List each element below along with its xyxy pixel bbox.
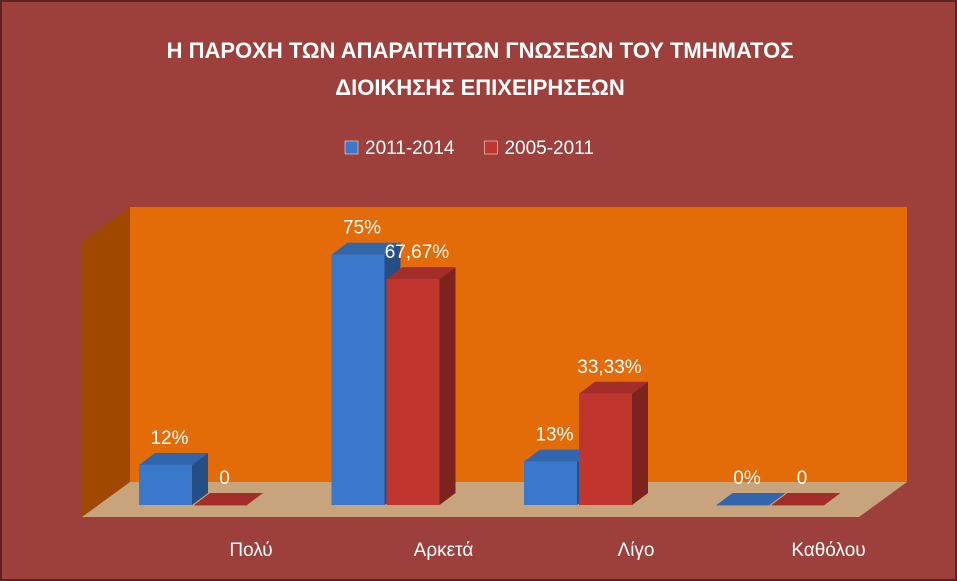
bar-top xyxy=(139,452,208,465)
bar-top-shade xyxy=(139,452,208,465)
value-label: 0 xyxy=(797,468,808,489)
bar-side-shade xyxy=(439,267,456,505)
bar-top-shade xyxy=(579,381,648,394)
value-label: 13% xyxy=(535,425,573,446)
x-tick-label: Πολύ xyxy=(229,540,272,561)
bar xyxy=(579,393,632,505)
x-tick-label: Αρκετά xyxy=(414,540,474,561)
bar xyxy=(524,461,577,505)
bar-side-shade xyxy=(192,452,208,505)
legend-label: 2005-2011 xyxy=(504,138,593,159)
bar-top xyxy=(194,493,263,505)
bar xyxy=(386,279,440,505)
bar-side xyxy=(632,381,648,505)
bar-top xyxy=(716,493,786,505)
bar-top-shade xyxy=(386,267,456,280)
bar-top-shade xyxy=(194,493,263,505)
bar-top xyxy=(331,242,401,255)
bar-top xyxy=(771,493,841,505)
bar-side xyxy=(192,452,208,505)
x-tick-label: Καθόλου xyxy=(791,540,865,561)
bar xyxy=(139,464,192,505)
value-label: 67,67% xyxy=(385,242,450,263)
value-label: 33,33% xyxy=(577,357,642,378)
bar xyxy=(771,505,825,506)
chart-title: Η ΠΑΡΟΧΗ ΤΩΝ ΑΠΑΡΑΙΤΗΤΩΝ ΓΝΩΣΕΩΝ ΤΟΥ ΤΜΗ… xyxy=(166,38,794,100)
floor xyxy=(82,482,907,517)
value-label: 0 xyxy=(219,468,230,489)
bar-top xyxy=(386,267,456,280)
bar-top-shade xyxy=(331,242,401,255)
legend-swatch xyxy=(484,140,498,155)
bar xyxy=(331,254,385,505)
bar-top xyxy=(524,449,593,462)
bar xyxy=(716,505,770,506)
bar-top-shade xyxy=(524,449,593,462)
bar-top-shade xyxy=(771,493,841,505)
side-wall xyxy=(82,207,130,517)
value-label: 75% xyxy=(343,218,381,239)
legend-swatch xyxy=(344,140,359,155)
value-label: 0% xyxy=(733,468,761,489)
bar-side-shade xyxy=(632,381,648,505)
bar-top xyxy=(579,381,648,394)
bar xyxy=(194,505,247,506)
back-wall xyxy=(130,207,907,482)
value-label: 12% xyxy=(150,428,188,449)
bar-top-shade xyxy=(716,493,786,505)
x-tick-label: Λίγο xyxy=(618,540,655,561)
legend-label: 2011-2014 xyxy=(365,138,455,159)
bar-side xyxy=(439,267,456,505)
